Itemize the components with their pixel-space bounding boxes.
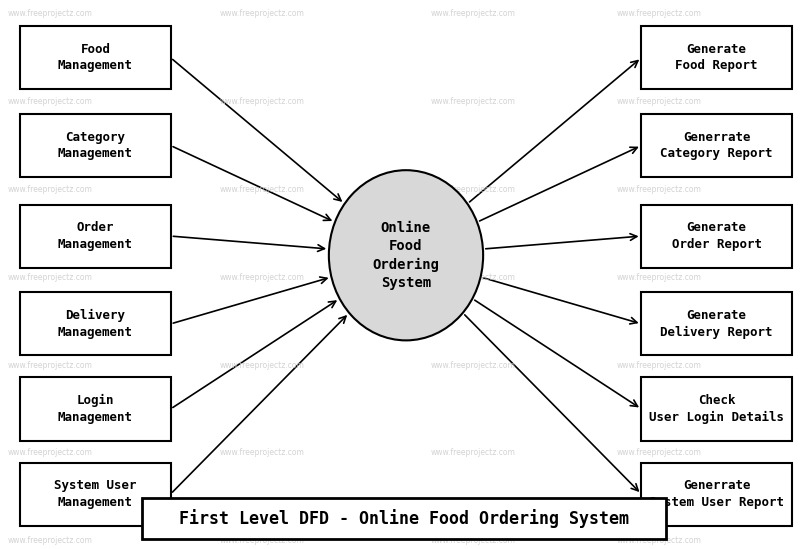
Text: www.freeprojectz.com: www.freeprojectz.com (219, 449, 304, 457)
Text: www.freeprojectz.com: www.freeprojectz.com (430, 536, 515, 545)
Text: www.freeprojectz.com: www.freeprojectz.com (8, 273, 93, 282)
Text: www.freeprojectz.com: www.freeprojectz.com (8, 536, 93, 545)
Text: Delivery
Management: Delivery Management (58, 309, 133, 339)
Text: www.freeprojectz.com: www.freeprojectz.com (8, 9, 93, 18)
Text: www.freeprojectz.com: www.freeprojectz.com (219, 185, 304, 194)
Text: www.freeprojectz.com: www.freeprojectz.com (8, 185, 93, 194)
FancyBboxPatch shape (20, 205, 170, 268)
FancyBboxPatch shape (641, 462, 791, 526)
Text: Generate
Delivery Report: Generate Delivery Report (659, 309, 772, 339)
Text: www.freeprojectz.com: www.freeprojectz.com (219, 97, 304, 106)
Text: www.freeprojectz.com: www.freeprojectz.com (616, 185, 702, 194)
Text: System User
Management: System User Management (54, 479, 136, 509)
Text: www.freeprojectz.com: www.freeprojectz.com (8, 361, 93, 369)
FancyBboxPatch shape (20, 462, 170, 526)
Text: www.freeprojectz.com: www.freeprojectz.com (219, 361, 304, 369)
Text: Generrate
Category Report: Generrate Category Report (659, 131, 772, 160)
Text: www.freeprojectz.com: www.freeprojectz.com (430, 97, 515, 106)
Text: www.freeprojectz.com: www.freeprojectz.com (616, 273, 702, 282)
Text: Generate
Food Report: Generate Food Report (675, 43, 757, 72)
Text: www.freeprojectz.com: www.freeprojectz.com (616, 536, 702, 545)
FancyBboxPatch shape (641, 292, 791, 356)
FancyBboxPatch shape (641, 114, 791, 177)
FancyBboxPatch shape (20, 378, 170, 440)
Text: Online
Food
Ordering
System: Online Food Ordering System (372, 221, 439, 290)
FancyBboxPatch shape (20, 26, 170, 89)
Text: Check
User Login Details: Check User Login Details (648, 394, 783, 424)
Text: Generate
Order Report: Generate Order Report (671, 221, 761, 251)
Text: www.freeprojectz.com: www.freeprojectz.com (219, 273, 304, 282)
Text: www.freeprojectz.com: www.freeprojectz.com (219, 536, 304, 545)
Text: www.freeprojectz.com: www.freeprojectz.com (8, 97, 93, 106)
Text: Login
Management: Login Management (58, 394, 133, 424)
Text: Food
Management: Food Management (58, 43, 133, 72)
Text: www.freeprojectz.com: www.freeprojectz.com (219, 9, 304, 18)
Text: Category
Management: Category Management (58, 131, 133, 160)
Text: www.freeprojectz.com: www.freeprojectz.com (430, 273, 515, 282)
Text: www.freeprojectz.com: www.freeprojectz.com (616, 97, 702, 106)
FancyBboxPatch shape (142, 498, 665, 539)
Text: www.freeprojectz.com: www.freeprojectz.com (430, 361, 515, 369)
Text: www.freeprojectz.com: www.freeprojectz.com (430, 449, 515, 457)
Text: www.freeprojectz.com: www.freeprojectz.com (616, 449, 702, 457)
Text: www.freeprojectz.com: www.freeprojectz.com (430, 185, 515, 194)
FancyBboxPatch shape (20, 114, 170, 177)
Text: www.freeprojectz.com: www.freeprojectz.com (616, 9, 702, 18)
Text: Order
Management: Order Management (58, 221, 133, 251)
Text: First Level DFD - Online Food Ordering System: First Level DFD - Online Food Ordering S… (178, 509, 629, 528)
Text: www.freeprojectz.com: www.freeprojectz.com (430, 9, 515, 18)
FancyBboxPatch shape (641, 205, 791, 268)
Text: www.freeprojectz.com: www.freeprojectz.com (8, 449, 93, 457)
Text: www.freeprojectz.com: www.freeprojectz.com (616, 361, 702, 369)
FancyBboxPatch shape (641, 26, 791, 89)
FancyBboxPatch shape (20, 292, 170, 356)
FancyBboxPatch shape (641, 378, 791, 440)
Ellipse shape (328, 170, 483, 340)
Text: Generrate
System User Report: Generrate System User Report (648, 479, 783, 509)
